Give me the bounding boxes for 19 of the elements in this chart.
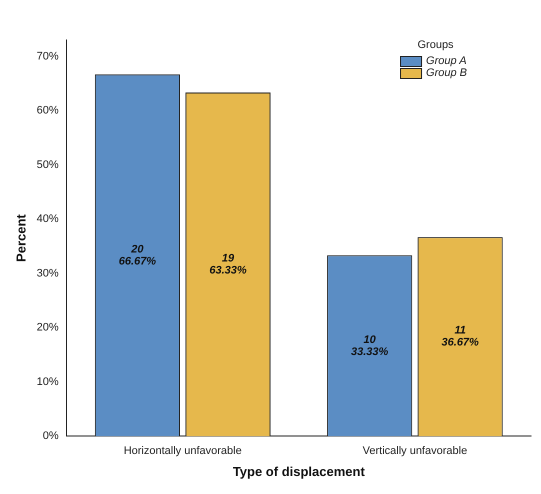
y-tick-label: 40% bbox=[36, 213, 59, 226]
data-label: 10 33.33% bbox=[350, 334, 388, 358]
legend-label: Group B bbox=[426, 67, 468, 80]
y-tick-label: 70% bbox=[36, 50, 59, 62]
y-tick-label: 60% bbox=[36, 104, 59, 117]
x-axis-title: Type of displacement bbox=[232, 464, 366, 479]
y-tick-label: 50% bbox=[36, 158, 59, 171]
data-label: 11 36.67% bbox=[442, 324, 480, 349]
x-tick-label: Vertically unfavorable bbox=[362, 444, 468, 457]
y-tick-label: 30% bbox=[36, 267, 59, 280]
legend-title: Groups bbox=[417, 39, 454, 52]
legend-label: Group A bbox=[426, 55, 467, 68]
x-tick-label: Horizontally unfavorable bbox=[124, 444, 242, 457]
y-axis-title: Percent bbox=[13, 214, 28, 262]
data-label: 19 63.33% bbox=[209, 252, 247, 276]
data-label: 20 66.67% bbox=[118, 243, 156, 268]
y-tick-label: 0% bbox=[42, 430, 59, 442]
y-tick-label: 20% bbox=[36, 322, 59, 334]
y-tick-label: 10% bbox=[36, 376, 59, 388]
